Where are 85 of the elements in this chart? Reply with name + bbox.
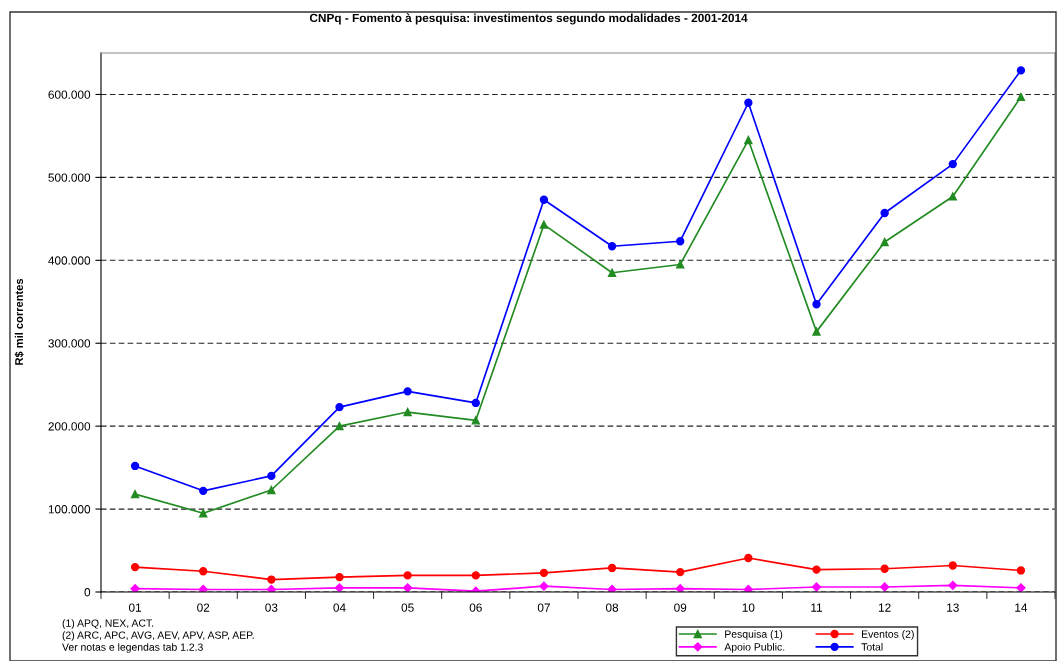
point	[811, 582, 822, 592]
y-tick-label: 200.000	[48, 422, 91, 431]
x-tick-label: 06	[469, 603, 482, 612]
y-tick-label: 500.000	[48, 173, 91, 182]
point	[403, 571, 412, 580]
x-tick-label: 08	[605, 603, 619, 612]
point	[675, 584, 685, 592]
point	[676, 260, 685, 269]
point	[539, 581, 549, 591]
y-tick-label: 100.000	[48, 505, 91, 514]
legend-label: Eventos (2)	[862, 630, 914, 640]
point	[948, 580, 958, 590]
point	[948, 159, 957, 169]
y-axis-title: R$ mil correntes	[14, 278, 24, 365]
y-tick-label: 0	[84, 588, 91, 597]
point	[676, 237, 685, 246]
legend-label: Apoio Public.	[724, 642, 785, 653]
point	[403, 583, 413, 592]
point	[607, 563, 617, 573]
point	[267, 485, 276, 495]
x-tick-label: 11	[811, 603, 823, 612]
y-tick-label: 300.000	[48, 339, 91, 348]
point	[130, 584, 140, 592]
point	[403, 407, 412, 417]
point	[812, 300, 821, 309]
x-tick-label: 04	[333, 603, 346, 612]
point	[198, 584, 208, 592]
point	[471, 398, 480, 408]
text: Ver notas e legendas tab 1.2.3	[62, 643, 203, 653]
point	[880, 564, 889, 573]
point	[1016, 566, 1026, 575]
x-tick-label: 01	[128, 603, 142, 612]
point	[744, 553, 753, 563]
point	[199, 486, 208, 496]
point	[607, 584, 617, 592]
x-tick-label: 14	[1015, 603, 1028, 612]
point	[948, 561, 957, 570]
y-tick-label: 400.000	[48, 256, 91, 265]
point	[880, 237, 889, 247]
point	[267, 471, 276, 481]
text: (2) ARC, APC, AVG, AEV, APV, ASP, AEP.	[62, 631, 254, 641]
point	[539, 220, 549, 229]
x-tick-label: 12	[878, 603, 891, 612]
point	[1016, 583, 1026, 592]
x-tick-label: 05	[401, 603, 414, 612]
point	[266, 584, 276, 592]
chart-title: CNPq - Fomento à pesquisa: investimentos segundo modalidades - 2001-2014	[309, 13, 748, 25]
point	[130, 461, 140, 471]
point	[334, 583, 345, 592]
x-tick-label: 09	[674, 603, 687, 612]
x-tick-label: 07	[537, 603, 550, 612]
point	[607, 268, 617, 277]
x-tick-label: 03	[265, 603, 278, 612]
point	[471, 416, 480, 425]
point	[1016, 92, 1026, 102]
legend-label: Pesquisa (1)	[725, 630, 783, 640]
point	[335, 421, 344, 431]
point	[539, 568, 549, 578]
point	[130, 489, 140, 499]
y-tick-label: 600.000	[48, 90, 91, 99]
point	[199, 509, 208, 518]
point	[812, 565, 821, 574]
point	[676, 567, 685, 577]
x-tick-label: 10	[742, 603, 755, 612]
x-tick-label: 02	[197, 603, 210, 612]
text: (1) APQ, NEX, ACT.	[62, 619, 154, 629]
x-tick-label: 13	[947, 603, 959, 612]
legend-label: Total	[861, 642, 883, 651]
point	[812, 327, 821, 336]
point	[744, 135, 753, 145]
point	[880, 208, 889, 218]
point	[471, 571, 480, 580]
point	[1016, 66, 1026, 75]
point	[743, 584, 753, 592]
point	[199, 567, 208, 576]
point	[880, 582, 890, 592]
point	[607, 242, 617, 251]
point	[744, 98, 753, 107]
point	[267, 575, 276, 584]
point	[403, 387, 412, 396]
point	[948, 192, 957, 201]
point	[335, 402, 344, 412]
point	[335, 572, 344, 582]
point	[130, 562, 140, 572]
point	[539, 195, 549, 204]
